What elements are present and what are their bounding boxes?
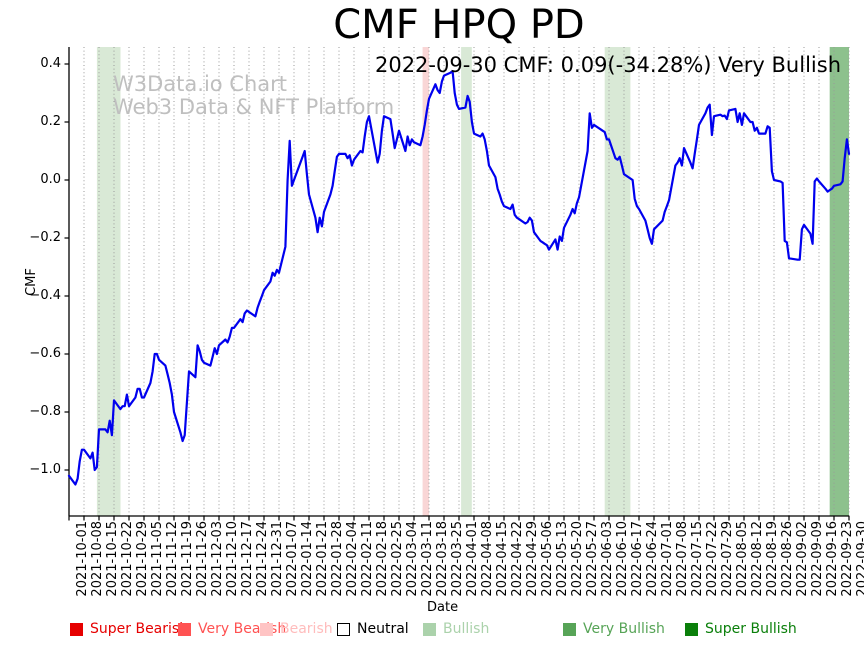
watermark-line2: Web3 Data & NFT Platform — [113, 95, 395, 119]
legend-swatch-icon — [70, 623, 83, 636]
y-tick-label: −0.6 — [29, 345, 61, 361]
legend-swatch-icon — [685, 623, 698, 636]
x-tick-label: 2021-10-01 — [75, 521, 90, 597]
x-tick-label: 2022-08-12 — [750, 521, 765, 597]
cmf-line — [67, 70, 851, 486]
legend-label: Super Bearish — [90, 621, 189, 637]
x-tick-label: 2022-03-25 — [450, 521, 465, 597]
x-tick-label: 2022-03-18 — [435, 521, 450, 597]
watermark: W3Data.io Chart Web3 Data & NFT Platform — [113, 73, 394, 119]
x-tick-label: 2022-05-13 — [555, 521, 570, 597]
y-tick-label: 0.4 — [40, 55, 61, 71]
x-tick-label: 2022-01-14 — [300, 521, 315, 597]
legend-label: Bullish — [443, 621, 490, 637]
x-tick-label: 2022-03-11 — [420, 521, 435, 597]
legend-swatch-icon — [423, 623, 436, 636]
x-tick-label: 2021-12-10 — [225, 521, 240, 597]
y-tick-label: −1.0 — [29, 461, 61, 477]
x-tick-label: 2022-07-01 — [660, 521, 675, 597]
legend-label: Super Bullish — [705, 621, 797, 637]
x-tick-label: 2021-10-29 — [135, 521, 150, 597]
x-tick-label: 2022-01-28 — [330, 521, 345, 597]
legend-swatch-icon — [260, 623, 273, 636]
x-tick-label: 2021-12-03 — [210, 521, 225, 597]
x-tick-label: 2021-10-08 — [90, 521, 105, 597]
x-tick-label: 2022-08-26 — [780, 521, 795, 597]
x-tick-label: 2021-12-31 — [270, 521, 285, 597]
x-tick-label: 2022-07-29 — [720, 521, 735, 597]
x-tick-label: 2022-05-27 — [585, 521, 600, 597]
y-tick-label: −0.2 — [29, 229, 61, 245]
x-tick-label: 2022-06-10 — [615, 521, 630, 597]
x-tick-label: 2022-01-07 — [285, 521, 300, 597]
x-tick-label: 2022-02-11 — [360, 521, 375, 597]
x-tick-label: 2021-10-15 — [105, 521, 120, 597]
x-tick-label: 2022-07-08 — [675, 521, 690, 597]
x-tick-label: 2022-07-22 — [705, 521, 720, 597]
x-tick-label: 2022-09-30 — [855, 521, 864, 597]
x-tick-label: 2022-04-01 — [465, 521, 480, 597]
x-tick-label: 2022-06-24 — [645, 521, 660, 597]
legend-label: Neutral — [357, 621, 409, 637]
signal-band-bullish — [461, 47, 472, 516]
legend-swatch-icon — [178, 623, 191, 636]
signal-band-very-bullish — [829, 47, 849, 516]
x-tick-label: 2022-05-06 — [540, 521, 555, 597]
x-tick-label: 2021-12-24 — [255, 521, 270, 597]
x-tick-label: 2022-04-22 — [510, 521, 525, 597]
x-tick-label: 2021-11-05 — [150, 521, 165, 597]
x-tick-label: 2022-05-20 — [570, 521, 585, 597]
legend-swatch-icon — [563, 623, 576, 636]
x-tick-label: 2022-02-18 — [375, 521, 390, 597]
x-tick-label: 2022-09-23 — [840, 521, 855, 597]
signal-band-bullish — [96, 47, 121, 516]
x-tick-label: 2022-02-04 — [345, 521, 360, 597]
y-tick-label: −0.4 — [29, 287, 61, 303]
x-tick-label: 2022-02-25 — [390, 521, 405, 597]
legend-swatch-icon — [337, 623, 350, 636]
latest-value-annotation: 2022-09-30 CMF: 0.09(-34.28%) Very Bulli… — [374, 53, 841, 77]
x-tick-label: 2021-11-26 — [195, 521, 210, 597]
x-tick-label: 2021-12-17 — [240, 521, 255, 597]
x-tick-label: 2022-06-17 — [630, 521, 645, 597]
x-tick-label: 2022-09-09 — [810, 521, 825, 597]
x-tick-label: 2022-04-08 — [480, 521, 495, 597]
x-axis-label: Date — [427, 600, 459, 615]
x-tick-label: 2022-09-02 — [795, 521, 810, 597]
x-tick-label: 2022-07-15 — [690, 521, 705, 597]
x-tick-label: 2022-08-05 — [735, 521, 750, 597]
x-tick-label: 2022-06-03 — [600, 521, 615, 597]
legend-label: Bearish — [280, 621, 333, 637]
legend-label: Very Bullish — [583, 621, 665, 637]
y-tick-label: 0.0 — [40, 171, 61, 187]
x-tick-label: 2021-10-22 — [120, 521, 135, 597]
x-tick-label: 2022-09-16 — [825, 521, 840, 597]
watermark-line1: W3Data.io Chart — [113, 72, 288, 96]
x-tick-label: 2022-04-15 — [495, 521, 510, 597]
x-tick-label: 2021-11-12 — [165, 521, 180, 597]
signal-band-bearish — [422, 47, 429, 516]
x-tick-label: 2022-04-29 — [525, 521, 540, 597]
x-tick-label: 2021-11-19 — [180, 521, 195, 597]
x-tick-label: 2022-08-19 — [765, 521, 780, 597]
y-tick-label: 0.2 — [40, 113, 61, 129]
x-tick-label: 2022-03-04 — [405, 521, 420, 597]
y-tick-label: −0.8 — [29, 403, 61, 419]
x-tick-label: 2022-01-21 — [315, 521, 330, 597]
page-title: CMF HPQ PD — [333, 2, 585, 48]
